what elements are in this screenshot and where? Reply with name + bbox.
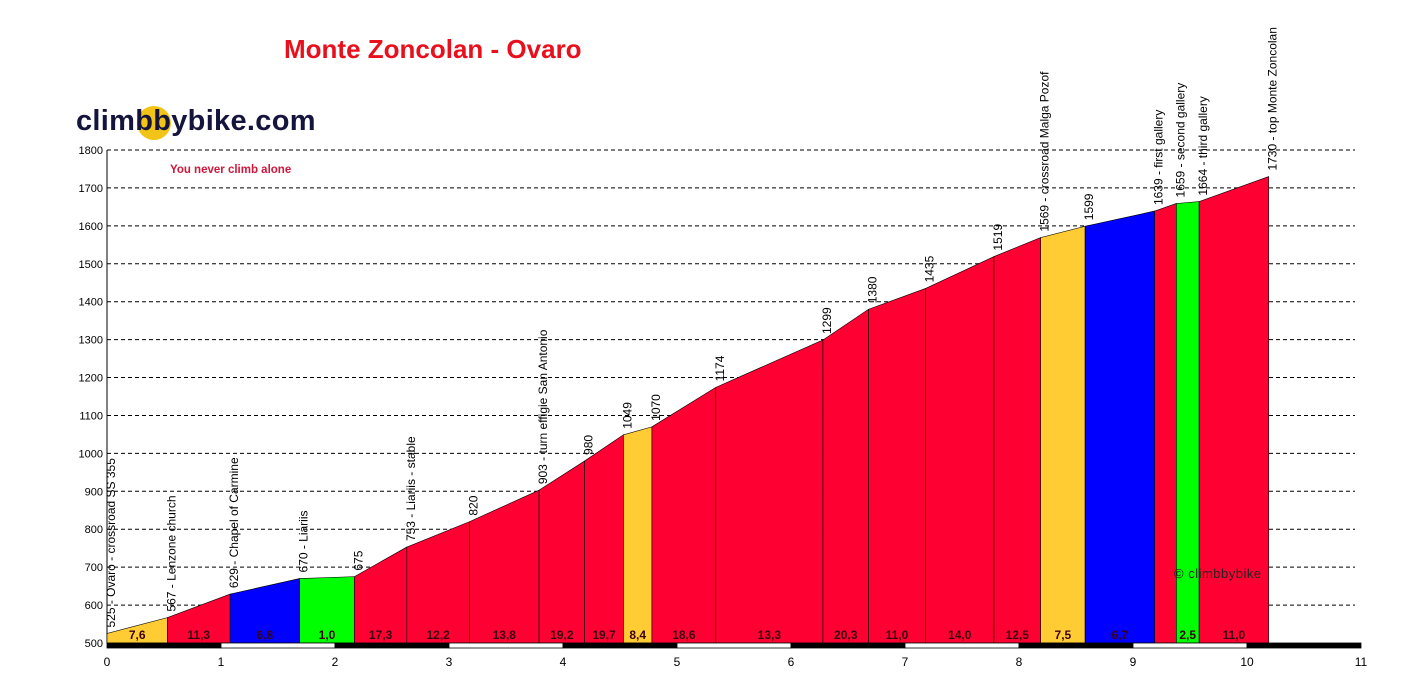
y-tick-label: 1800 <box>79 145 103 157</box>
profile-segment <box>651 386 717 644</box>
km-scale-bar <box>790 642 906 649</box>
km-scale-bar <box>562 642 678 649</box>
km-scale-bar <box>220 642 336 649</box>
y-tick-label: 700 <box>85 562 103 574</box>
point-label: 1569 - crossroad Malga Pozof <box>1038 71 1052 232</box>
point-label: 1049 <box>620 402 634 429</box>
x-tick-label: 5 <box>674 655 681 669</box>
km-scale-bar <box>904 642 1020 649</box>
point-label: 629 - Chapel of Carmine <box>227 457 241 588</box>
x-tick-label: 1 <box>218 655 225 669</box>
gradient-label: 11,3 <box>187 628 210 642</box>
point-label: 567 - Lenzone church <box>164 495 178 611</box>
gradient-label: 1,0 <box>319 628 336 642</box>
x-tick-label: 4 <box>560 655 567 669</box>
point-label: 820 <box>467 495 481 515</box>
gradient-label: 11,0 <box>1223 628 1246 642</box>
km-scale-bar <box>1018 642 1134 649</box>
y-tick-label: 500 <box>85 638 103 650</box>
x-tick-label: 9 <box>1130 655 1137 669</box>
chart-title: Monte Zoncolan - Ovaro <box>284 34 582 64</box>
x-tick-label: 2 <box>332 655 339 669</box>
gradient-label: 7,6 <box>129 628 146 642</box>
y-tick-label: 1300 <box>79 335 103 347</box>
point-label: 675 <box>351 550 365 570</box>
gradient-label: 13,8 <box>493 628 517 642</box>
y-tick-label: 1200 <box>79 373 103 385</box>
km-scale-bar <box>334 642 450 649</box>
profile-segment <box>623 426 653 644</box>
km-scale-bar <box>1246 642 1362 649</box>
gradient-label: 14,0 <box>948 628 972 642</box>
profile-segment <box>584 434 624 644</box>
profile-segment <box>715 339 824 644</box>
y-tick-label: 1400 <box>79 297 103 309</box>
point-label: 1380 <box>866 276 880 303</box>
point-label: 980 <box>582 435 596 455</box>
point-label: 1639 - first gallery <box>1152 110 1166 205</box>
point-label: 1519 <box>991 224 1005 251</box>
x-tick-label: 3 <box>446 655 453 669</box>
gradient-label: 6,8 <box>257 628 274 642</box>
profile-segment <box>1084 210 1155 644</box>
y-tick-label: 1600 <box>79 221 103 233</box>
gradient-label: 11,0 <box>886 628 909 642</box>
gradient-label: 19,7 <box>592 628 616 642</box>
profile-segment <box>868 287 926 644</box>
y-tick-label: 1700 <box>79 183 103 195</box>
point-label: 1070 <box>649 394 663 421</box>
km-scale-bar <box>448 642 564 649</box>
gradient-label: 20,3 <box>834 628 858 642</box>
point-label: 670 - Liariis <box>297 510 311 572</box>
gradient-label: 7,5 <box>1055 628 1072 642</box>
logo[interactable]: climbbybike.com <box>76 105 316 137</box>
profile-segment <box>1040 225 1086 644</box>
km-scale-bar <box>106 642 222 649</box>
x-tick-label: 11 <box>1355 655 1368 669</box>
profile-segment <box>993 237 1041 644</box>
profile-segment <box>822 308 869 644</box>
point-label: 1664 - third gallery <box>1196 96 1210 195</box>
point-label: 903 - turn effigie San Antonio <box>536 329 550 484</box>
gradient-label: 19,2 <box>550 628 574 642</box>
point-label: 1659 - second gallery <box>1173 83 1187 198</box>
km-scale-bar <box>1132 642 1248 649</box>
y-tick-label: 800 <box>85 524 103 536</box>
gradient-label: 12,5 <box>1006 628 1030 642</box>
x-tick-label: 6 <box>788 655 795 669</box>
gradient-label: 13,3 <box>758 628 782 642</box>
gradient-label: 12,2 <box>426 628 450 642</box>
point-label: 525 - Ovaro - crossroad SS 355 <box>104 458 118 628</box>
point-label: 1599 <box>1082 193 1096 220</box>
gradient-label: 2,5 <box>1179 628 1196 642</box>
gradient-label: 17,3 <box>369 628 393 642</box>
x-tick-label: 10 <box>1240 655 1254 669</box>
point-label: 1730 - top Monte Zoncolan <box>1266 27 1280 170</box>
x-tick-label: 7 <box>902 655 909 669</box>
gradient-label: 18,6 <box>672 628 696 642</box>
point-label: 1435 <box>923 255 937 282</box>
logo-cyclist-icon <box>137 106 171 140</box>
x-tick-label: 0 <box>104 655 111 669</box>
x-tick-label: 8 <box>1016 655 1023 669</box>
gradient-label: 6,7 <box>1112 628 1129 642</box>
profile-segment <box>538 460 585 644</box>
km-scale-bar <box>676 642 792 649</box>
y-tick-label: 1000 <box>79 448 103 460</box>
logo-tagline: You never climb alone <box>170 164 292 176</box>
gradient-label: 8,4 <box>629 628 646 642</box>
copyright: © climbbybike <box>1174 566 1262 581</box>
point-label: 753 - Liariis - stable <box>404 436 418 541</box>
y-tick-label: 900 <box>85 486 103 498</box>
point-label: 1174 <box>713 355 727 381</box>
point-label: 1299 <box>820 307 834 334</box>
y-tick-label: 600 <box>85 600 103 612</box>
y-tick-label: 1500 <box>79 259 103 271</box>
y-tick-label: 1100 <box>79 410 103 422</box>
profile-segment <box>925 256 995 644</box>
